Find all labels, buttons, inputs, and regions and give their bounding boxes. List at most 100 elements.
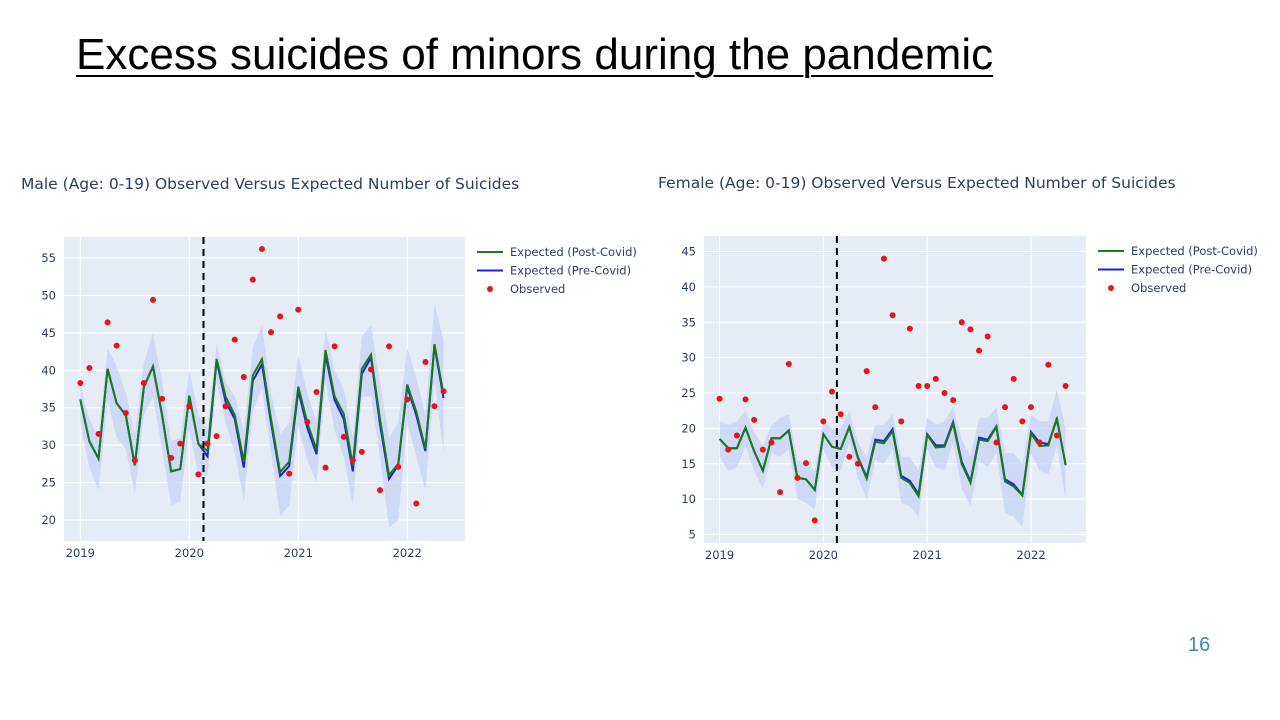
post-covid-line <box>79 343 445 478</box>
observed-point <box>367 366 374 373</box>
y-tick-label: 5 <box>689 528 696 542</box>
observed-point <box>422 359 429 366</box>
observed-point <box>967 326 974 333</box>
plot-area <box>704 236 1086 543</box>
observed-point <box>854 460 861 467</box>
observed-point <box>322 464 329 471</box>
observed-point <box>984 333 991 340</box>
observed-point <box>213 433 220 440</box>
legend-label: Observed <box>510 282 565 296</box>
observed-point <box>340 433 347 440</box>
x-tick-label: 2021 <box>284 546 313 560</box>
x-tick-label: 2020 <box>175 546 204 560</box>
observed-point <box>751 416 758 423</box>
legend-label: Expected (Post-Covid) <box>510 245 637 259</box>
legend-label: Observed <box>1131 281 1186 295</box>
observed-point <box>386 343 393 350</box>
observed-point <box>880 255 887 262</box>
observed-point <box>846 453 853 460</box>
observed-point <box>304 418 311 425</box>
x-tick-label: 2019 <box>66 546 95 560</box>
observed-point <box>785 361 792 368</box>
x-tick-label: 2022 <box>1016 548 1045 562</box>
observed-point <box>286 470 293 477</box>
observed-point <box>104 319 111 326</box>
observed-point <box>733 432 740 439</box>
y-tick-label: 45 <box>41 326 56 340</box>
observed-point <box>1010 375 1017 382</box>
observed-point <box>950 397 957 404</box>
observed-point <box>725 446 732 453</box>
observed-point <box>1019 418 1026 425</box>
legend-label: Expected (Pre-Covid) <box>1131 263 1252 277</box>
legend-swatch <box>1108 285 1114 291</box>
observed-point <box>113 342 120 349</box>
male-chart-title: Male (Age: 0-19) Observed Versus Expecte… <box>21 175 520 193</box>
x-tick-label: 2021 <box>913 548 942 562</box>
observed-point <box>803 460 810 467</box>
observed-point <box>258 245 265 252</box>
y-tick-label: 25 <box>41 476 56 490</box>
y-tick-label: 55 <box>41 251 56 265</box>
observed-point <box>140 380 147 387</box>
y-tick-label: 35 <box>681 315 696 329</box>
y-tick-label: 50 <box>41 288 56 302</box>
observed-point <box>924 382 931 389</box>
observed-point <box>413 500 420 507</box>
observed-point <box>86 365 93 372</box>
y-tick-label: 35 <box>41 401 56 415</box>
observed-point <box>915 382 922 389</box>
observed-point <box>820 418 827 425</box>
observed-point <box>222 403 229 410</box>
observed-point <box>768 439 775 446</box>
female-chart-title: Female (Age: 0-19) Observed Versus Expec… <box>658 174 1176 192</box>
observed-point <box>777 489 784 496</box>
observed-point <box>863 368 870 375</box>
observed-point <box>249 276 256 283</box>
observed-point <box>872 404 879 411</box>
observed-point <box>1062 382 1069 389</box>
observed-point <box>742 396 749 403</box>
observed-point <box>95 430 102 437</box>
observed-point <box>404 396 411 403</box>
observed-point <box>122 409 129 416</box>
observed-point <box>295 306 302 313</box>
observed-point <box>331 343 338 350</box>
observed-point <box>395 463 402 470</box>
observed-point <box>240 374 247 381</box>
observed-point <box>1027 404 1034 411</box>
y-tick-label: 30 <box>681 351 696 365</box>
legend-swatch <box>487 286 493 292</box>
post-covid-line <box>718 417 1067 500</box>
observed-point <box>811 517 818 524</box>
observed-point <box>195 471 202 478</box>
male-suicides-chart: 20 25 30 35 40 45 50 55 2019 2020 2021 2022 Expected… <box>41 237 637 560</box>
observed-point <box>277 313 284 320</box>
observed-point <box>1036 439 1043 446</box>
observed-point <box>932 375 939 382</box>
observed-point <box>131 457 138 464</box>
observed-point <box>1002 404 1009 411</box>
y-tick-label: 25 <box>681 386 696 400</box>
observed-point <box>716 395 723 402</box>
legend-label: Expected (Post-Covid) <box>1131 244 1258 258</box>
observed-point <box>941 390 948 397</box>
observed-point <box>159 395 166 402</box>
legend-label: Expected (Pre-Covid) <box>510 264 631 278</box>
observed-point <box>837 411 844 418</box>
prediction-band <box>719 389 1066 528</box>
observed-point <box>993 439 1000 446</box>
slide-title: Excess suicides of minors during the pan… <box>76 30 994 79</box>
page-number: 16 <box>1188 634 1211 656</box>
x-tick-label: 2022 <box>393 546 422 560</box>
observed-point <box>358 448 365 455</box>
y-tick-label: 10 <box>681 492 696 506</box>
observed-point <box>759 446 766 453</box>
x-tick-label: 2019 <box>705 548 734 562</box>
observed-point <box>313 388 320 395</box>
observed-point <box>77 380 84 387</box>
y-tick-label: 40 <box>681 280 696 294</box>
observed-point <box>889 312 896 319</box>
observed-point <box>431 403 438 410</box>
observed-point <box>898 418 905 425</box>
